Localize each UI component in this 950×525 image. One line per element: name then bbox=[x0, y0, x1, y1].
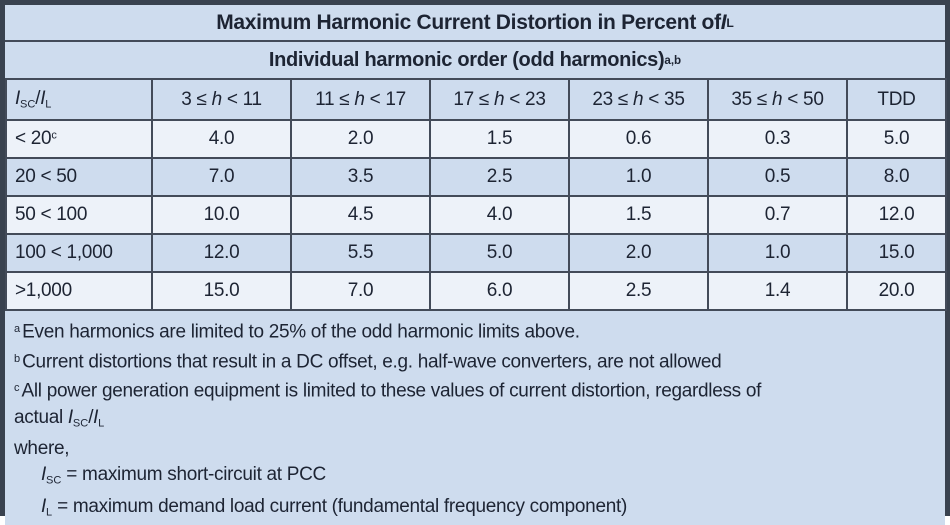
table-subtitle: Individual harmonic order (odd harmonics… bbox=[5, 42, 945, 78]
table-row: 20 < 50 7.0 3.5 2.5 1.0 0.5 8.0 bbox=[5, 157, 947, 197]
value-cell: 4.0 bbox=[429, 195, 570, 235]
row-label: < 20c bbox=[5, 119, 153, 159]
value-cell: 12.0 bbox=[151, 233, 292, 273]
footnote-b: b Current distortions that result in a DC… bbox=[14, 351, 722, 372]
row-label: 50 < 100 bbox=[5, 195, 153, 235]
value-cell: 0.5 bbox=[707, 157, 848, 197]
value-cell: 7.0 bbox=[290, 271, 431, 311]
footnotes-block: a Even harmonics are limited to 25% of th… bbox=[5, 311, 945, 525]
value-cell: 1.5 bbox=[568, 195, 709, 235]
value-cell: 1.4 bbox=[707, 271, 848, 311]
isc-symbol: I bbox=[15, 88, 20, 110]
table-row: >1,000 15.0 7.0 6.0 2.5 1.4 20.0 bbox=[5, 271, 947, 311]
footnote-c-marker: c bbox=[14, 382, 20, 394]
header-cell-h17-23: 17 ≤ h < 23 bbox=[429, 78, 570, 121]
title-symbol-sub: L bbox=[726, 15, 734, 30]
header-cell-tdd: TDD bbox=[846, 78, 947, 121]
value-cell: 0.6 bbox=[568, 119, 709, 159]
table-title: Maximum Harmonic Current Distortion in P… bbox=[5, 5, 945, 42]
footnote-c: c All power generation equipment is limit… bbox=[14, 380, 762, 402]
il-symbol: I bbox=[40, 88, 46, 110]
corner-cell-isc-il: ISC/IL bbox=[5, 78, 153, 121]
header-cell-h35-50: 35 ≤ h < 50 bbox=[707, 78, 848, 121]
il-definition: IL = maximum demand load current (fundam… bbox=[41, 495, 627, 519]
table-row: 50 < 100 10.0 4.5 4.0 1.5 0.7 12.0 bbox=[5, 195, 947, 235]
value-cell: 7.0 bbox=[151, 157, 292, 197]
value-cell: 2.0 bbox=[290, 119, 431, 159]
value-cell: 1.5 bbox=[429, 119, 570, 159]
value-cell: 4.5 bbox=[290, 195, 431, 235]
where-line: where, bbox=[14, 438, 70, 460]
tdd-value-cell: 8.0 bbox=[846, 157, 947, 197]
subtitle-footnote-marker: a,b bbox=[664, 53, 682, 67]
footnote-a: a Even harmonics are limited to 25% of th… bbox=[14, 321, 580, 343]
il-symbol: I bbox=[93, 406, 99, 428]
header-cell-h11-17: 11 ≤ h < 17 bbox=[290, 78, 431, 121]
value-cell: 2.5 bbox=[429, 157, 570, 197]
subtitle-text: Individual harmonic order (odd harmonics… bbox=[268, 48, 665, 71]
value-cell: 1.0 bbox=[568, 157, 709, 197]
row-label: 20 < 50 bbox=[5, 157, 153, 197]
value-cell: 2.5 bbox=[568, 271, 709, 311]
row-label: 100 < 1,000 bbox=[5, 233, 153, 273]
value-cell: 4.0 bbox=[151, 119, 292, 159]
value-cell: 0.7 bbox=[707, 195, 848, 235]
tdd-value-cell: 5.0 bbox=[846, 119, 947, 159]
slash-text: / bbox=[35, 88, 41, 110]
value-cell: 1.0 bbox=[707, 233, 848, 273]
harmonic-limits-grid: ISC/IL 3 ≤ h < 11 11 ≤ h < 17 17 ≤ h < 2… bbox=[5, 78, 947, 311]
tdd-value-cell: 15.0 bbox=[846, 233, 947, 273]
title-text: Maximum Harmonic Current Distortion in P… bbox=[216, 10, 721, 34]
footnote-c-continued: actual ISC/IL bbox=[14, 406, 105, 430]
isc-symbol: I bbox=[67, 406, 73, 428]
header-cell-h3-11: 3 ≤ h < 11 bbox=[151, 78, 292, 121]
isc-symbol: I bbox=[41, 464, 46, 486]
table-row: < 20c 4.0 2.0 1.5 0.6 0.3 5.0 bbox=[5, 119, 947, 159]
isc-definition: ISC = maximum short-circuit at PCC bbox=[41, 464, 326, 487]
footnote-b-marker: b bbox=[14, 352, 21, 365]
table-row: 100 < 1,000 12.0 5.5 5.0 2.0 1.0 15.0 bbox=[5, 233, 947, 273]
value-cell: 10.0 bbox=[151, 195, 292, 235]
row-footnote-marker: c bbox=[51, 129, 57, 142]
value-cell: 2.0 bbox=[568, 233, 709, 273]
row-label: >1,000 bbox=[5, 271, 153, 311]
value-cell: 5.5 bbox=[290, 233, 431, 273]
tdd-value-cell: 12.0 bbox=[846, 195, 947, 235]
tdd-value-cell: 20.0 bbox=[846, 271, 947, 311]
value-cell: 3.5 bbox=[290, 157, 431, 197]
value-cell: 5.0 bbox=[429, 233, 570, 273]
value-cell: 15.0 bbox=[151, 271, 292, 311]
header-row: ISC/IL 3 ≤ h < 11 11 ≤ h < 17 17 ≤ h < 2… bbox=[5, 78, 947, 121]
value-cell: 6.0 bbox=[429, 271, 570, 311]
il-symbol: I bbox=[41, 495, 46, 517]
value-cell: 0.3 bbox=[707, 119, 848, 159]
il-subscript: L bbox=[45, 98, 52, 111]
header-cell-h23-35: 23 ≤ h < 35 bbox=[568, 78, 709, 121]
footnote-a-marker: a bbox=[14, 323, 21, 335]
title-symbol-i: I bbox=[720, 10, 727, 34]
isc-subscript: SC bbox=[19, 98, 36, 111]
